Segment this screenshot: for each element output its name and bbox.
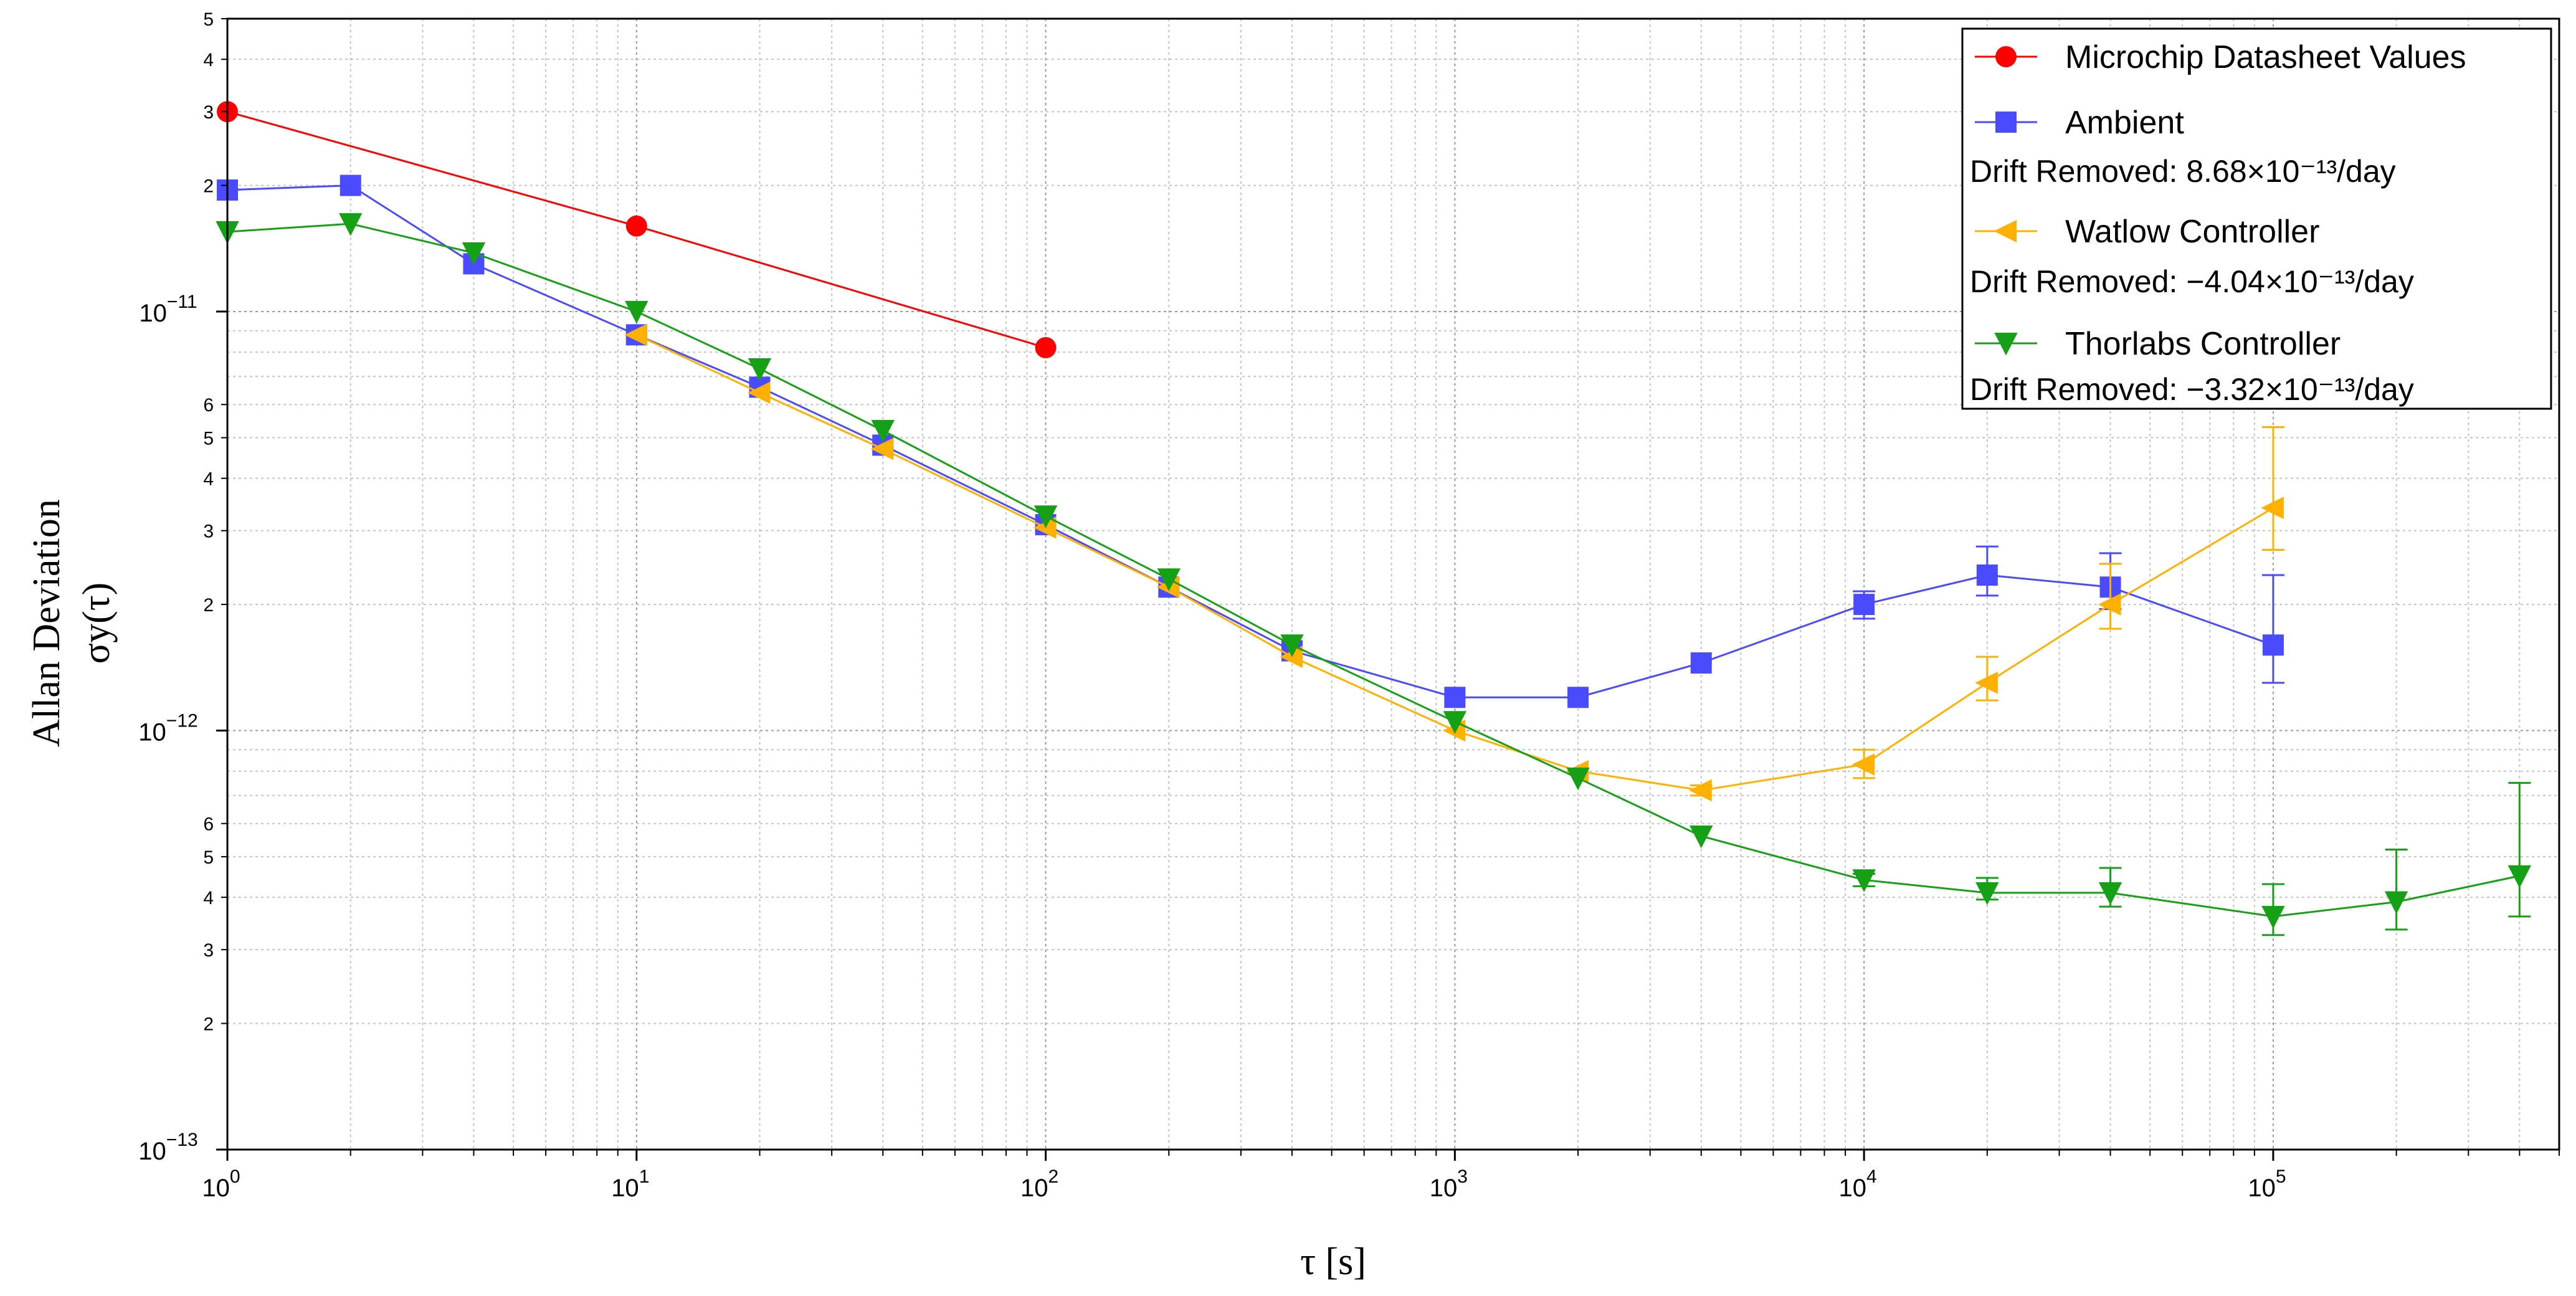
x-tick-label: 103 [1430,1166,1468,1202]
data-point [1975,672,1998,694]
y-tick-label: 10−11 [139,292,197,327]
y-minor-tick-label: 3 [203,102,214,123]
data-point [1851,753,1875,776]
data-point [1976,564,1998,586]
plot-frame [226,17,2560,1151]
legend-drift-note: Drift Removed: −3.32×10⁻¹³/day [1970,372,2414,407]
data-point [1280,646,1303,668]
data-point [1443,711,1467,734]
x-tick-label: 100 [202,1166,240,1202]
x-tick-label: 104 [1839,1166,1877,1202]
data-point [870,437,894,460]
data-point [462,242,486,265]
legend-entry-label: Watlow Controller [2065,214,2319,250]
data-point [625,215,647,237]
data-point [1690,652,1712,674]
data-point [1444,687,1466,708]
legend-box [1961,27,2552,410]
legend-drift-note: Drift Removed: 8.68×10⁻¹³/day [1970,154,2396,189]
y-minor-tick-label: 2 [203,1014,214,1035]
data-point [2098,593,2121,616]
data-point [1157,568,1181,591]
data-point [2507,865,2532,889]
legend-entry-label: Thorlabs Controller [2065,326,2341,362]
legend: Microchip Datasheet Values Ambient Drift R… [1961,27,2552,410]
data-point [1689,779,1712,802]
y-axis-subtitle: σy(τ) [75,583,118,664]
data-point [2261,497,2284,519]
data-point [747,381,771,404]
series-thorlabs-controller [216,213,2532,936]
data-point [625,301,649,324]
y-minor-tick-label: 6 [203,395,214,416]
y-minor-tick-label: 6 [203,814,214,835]
y-minor-tick-label: 4 [203,469,214,490]
data-point [1853,594,1875,616]
y-minor-tick-label: 5 [203,428,214,449]
y-minor-tick-label: 4 [203,888,214,908]
legend-entry-label: Microchip Datasheet Values [2065,39,2466,75]
axis-tick-labels: 100 101 102 103 104 105 10−13 10−12 10−11 2 3 4 5 6 2 3… [138,9,2560,1202]
data-point [624,323,647,346]
y-tick-label: 10−12 [138,711,197,746]
data-point [1994,220,2017,242]
y-minor-tick-label: 3 [203,522,214,542]
data-point [748,358,772,381]
data-point [2261,905,2285,929]
data-point [1034,516,1057,539]
data-point [1280,634,1304,657]
y-tick-label: 10−13 [138,1130,197,1165]
data-point [1034,505,1058,528]
y-minor-tick-label: 4 [203,50,214,70]
x-axis-title: τ [s] [1300,1241,1366,1283]
series-line [227,184,2274,698]
grid [227,18,2560,1150]
data-point [2262,634,2284,656]
data-point [1995,46,2017,67]
x-tick-label: 105 [2248,1166,2286,1202]
data-point [1567,687,1589,708]
y-minor-tick-label: 5 [203,847,214,868]
y-minor-tick-label: 3 [203,940,214,961]
data-point [1566,767,1590,791]
plot-marks [216,101,2532,936]
x-tick-label: 101 [611,1166,649,1202]
data-point [340,174,361,196]
x-tick-label: 102 [1020,1166,1058,1202]
data-point [1994,333,2018,356]
data-point [1852,869,1876,892]
y-axis-title: Allan Deviation [26,499,68,747]
data-point [871,420,895,443]
legend-entry-label: Ambient [2065,105,2184,141]
series-microchip-datasheet-values [217,101,1057,359]
legend-drift-note: Drift Removed: −4.04×10⁻¹³/day [1970,264,2414,299]
y-minor-tick-label: 5 [203,9,214,30]
y-minor-tick-label: 2 [203,595,214,616]
data-point [1975,882,1999,905]
y-minor-tick-label: 2 [203,176,214,197]
series-line [227,222,2520,918]
data-point [2098,882,2122,905]
data-point [1995,112,2017,133]
data-point [1035,337,1057,359]
data-point [1690,825,1713,849]
data-point [2384,891,2408,915]
data-point [339,213,363,236]
